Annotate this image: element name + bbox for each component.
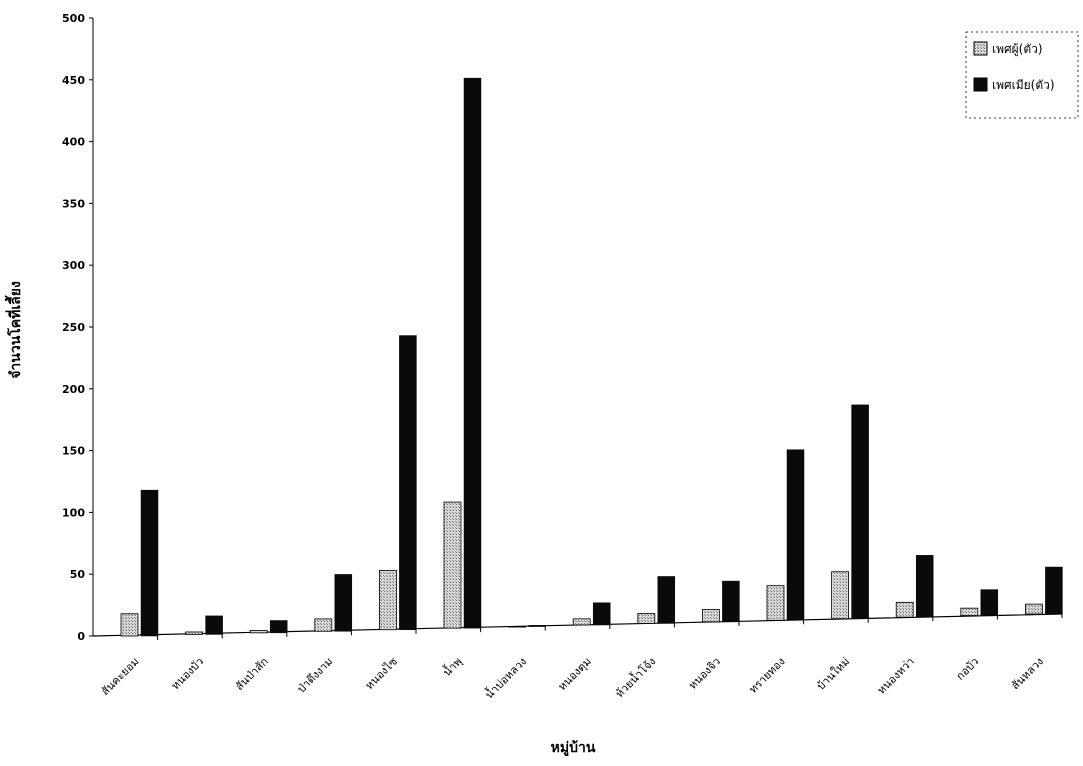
x-tick-label: บ้านใหม่ bbox=[814, 655, 852, 693]
bar-male bbox=[702, 609, 720, 623]
x-tick-label: หนองจิว bbox=[686, 655, 723, 692]
y-tick-label: 350 bbox=[62, 197, 85, 210]
y-tick-label: 50 bbox=[70, 568, 86, 581]
legend-swatch-female bbox=[973, 77, 988, 92]
y-tick-label: 400 bbox=[62, 136, 85, 149]
bar-female bbox=[786, 449, 805, 621]
x-tick-label: ห้วยน้ำโจ้ง bbox=[612, 654, 659, 701]
bar-male bbox=[831, 571, 849, 620]
bar-male bbox=[120, 613, 139, 637]
y-tick-label: 250 bbox=[62, 321, 85, 334]
bar-female bbox=[463, 77, 482, 629]
bar-male bbox=[314, 618, 333, 632]
bar-female bbox=[1045, 566, 1063, 615]
legend-swatch-male bbox=[973, 41, 988, 56]
bar-male bbox=[766, 585, 785, 621]
legend: เพศผู้(ตัว) เพศเมีย(ตัว) bbox=[965, 31, 1079, 119]
bar-female bbox=[722, 580, 740, 623]
bar-male bbox=[249, 629, 268, 634]
x-tick-label: กอบัว bbox=[954, 655, 982, 683]
x-tick-label: ป่าตึงงาม bbox=[295, 655, 336, 696]
y-tick-label: 450 bbox=[62, 74, 85, 87]
x-tick-label: น้ำบ่อหลวง bbox=[481, 654, 529, 702]
bar-female bbox=[528, 625, 546, 627]
y-tick-label: 200 bbox=[62, 383, 85, 396]
x-tick-label: สันคะยอม bbox=[99, 655, 142, 698]
bars bbox=[120, 77, 1063, 637]
bar-male bbox=[508, 626, 527, 628]
bar-female bbox=[205, 615, 223, 635]
bar-male bbox=[443, 501, 462, 629]
x-tick-label: หนองตุม bbox=[556, 655, 594, 693]
y-axis-title: จำนวนโคที่เลี้ยง bbox=[4, 281, 24, 379]
x-tick-label: หนองบัว bbox=[169, 655, 206, 692]
bar-male bbox=[1025, 603, 1043, 615]
bar-female bbox=[980, 589, 999, 616]
bar-female bbox=[269, 620, 288, 634]
y-tick-label: 300 bbox=[62, 259, 85, 272]
legend-label: เพศผู้(ตัว) bbox=[992, 42, 1043, 57]
x-tick-label: หนองไซ bbox=[363, 655, 401, 693]
y-tick-label: 150 bbox=[62, 445, 85, 458]
bar-male bbox=[185, 631, 204, 635]
bar-male bbox=[637, 613, 656, 624]
bar-female bbox=[334, 574, 353, 632]
y-tick-label: 500 bbox=[62, 12, 85, 25]
legend-label: เพศเมีย(ตัว) bbox=[992, 78, 1055, 92]
y-tick-label: 100 bbox=[62, 506, 85, 519]
labels: 0 50 100 150 200 250 300 350 400 450 500 สันคะยอม หน… bbox=[4, 12, 1046, 756]
bar-male bbox=[378, 569, 397, 631]
bar-female bbox=[140, 489, 159, 637]
x-tick-label: ทรายทอง bbox=[747, 655, 788, 696]
x-tick-label: สันป่าสัก bbox=[233, 655, 271, 693]
y-tick-label: 0 bbox=[77, 630, 85, 643]
bar-male bbox=[960, 607, 979, 616]
x-tick-label: น้ำพุ bbox=[439, 654, 464, 679]
bar-female bbox=[915, 555, 934, 618]
x-axis-title: หมู่บ้าน bbox=[551, 740, 596, 756]
bar-female bbox=[399, 335, 417, 630]
axes bbox=[89, 17, 1063, 640]
bar-male bbox=[895, 601, 914, 618]
bar-male bbox=[572, 618, 591, 626]
x-tick-label: หนองหว่า bbox=[875, 655, 917, 697]
bar-female bbox=[851, 404, 869, 619]
x-tick-label: สันหลวง bbox=[1009, 655, 1046, 692]
bar-female bbox=[592, 602, 611, 626]
bar-female bbox=[657, 576, 676, 624]
